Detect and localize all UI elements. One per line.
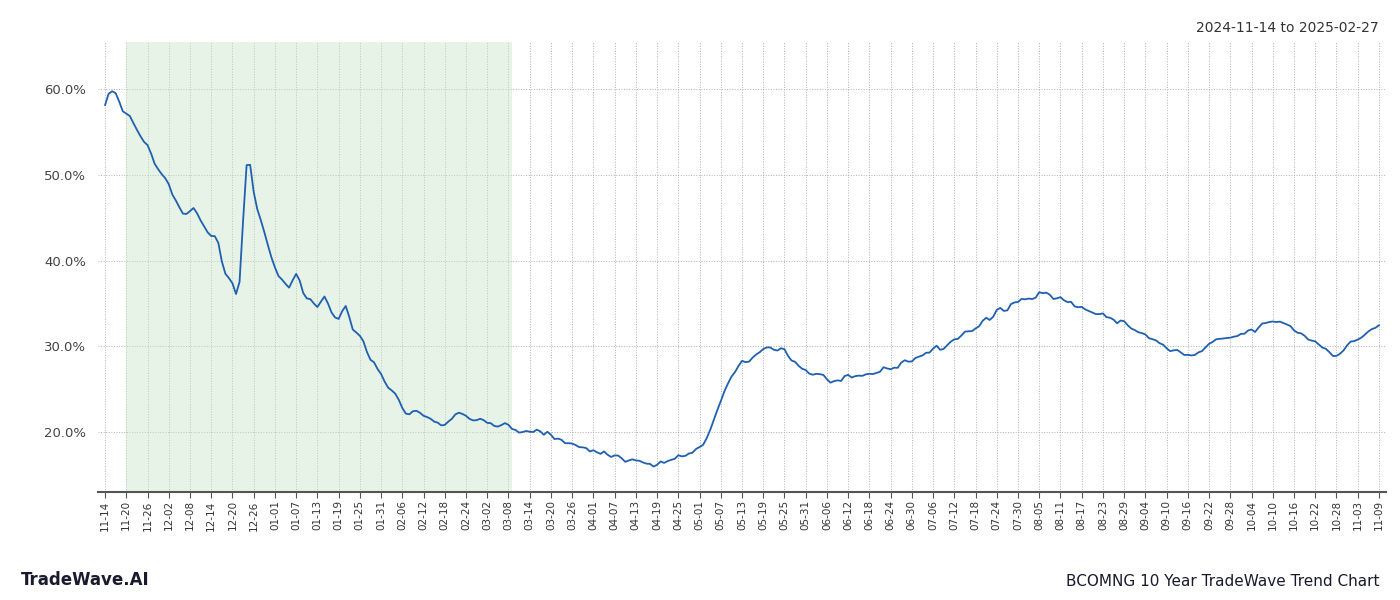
Bar	[126, 42, 512, 492]
Text: BCOMNG 10 Year TradeWave Trend Chart: BCOMNG 10 Year TradeWave Trend Chart	[1065, 574, 1379, 589]
Text: TradeWave.AI: TradeWave.AI	[21, 571, 150, 589]
Text: 2024-11-14 to 2025-02-27: 2024-11-14 to 2025-02-27	[1197, 21, 1379, 35]
